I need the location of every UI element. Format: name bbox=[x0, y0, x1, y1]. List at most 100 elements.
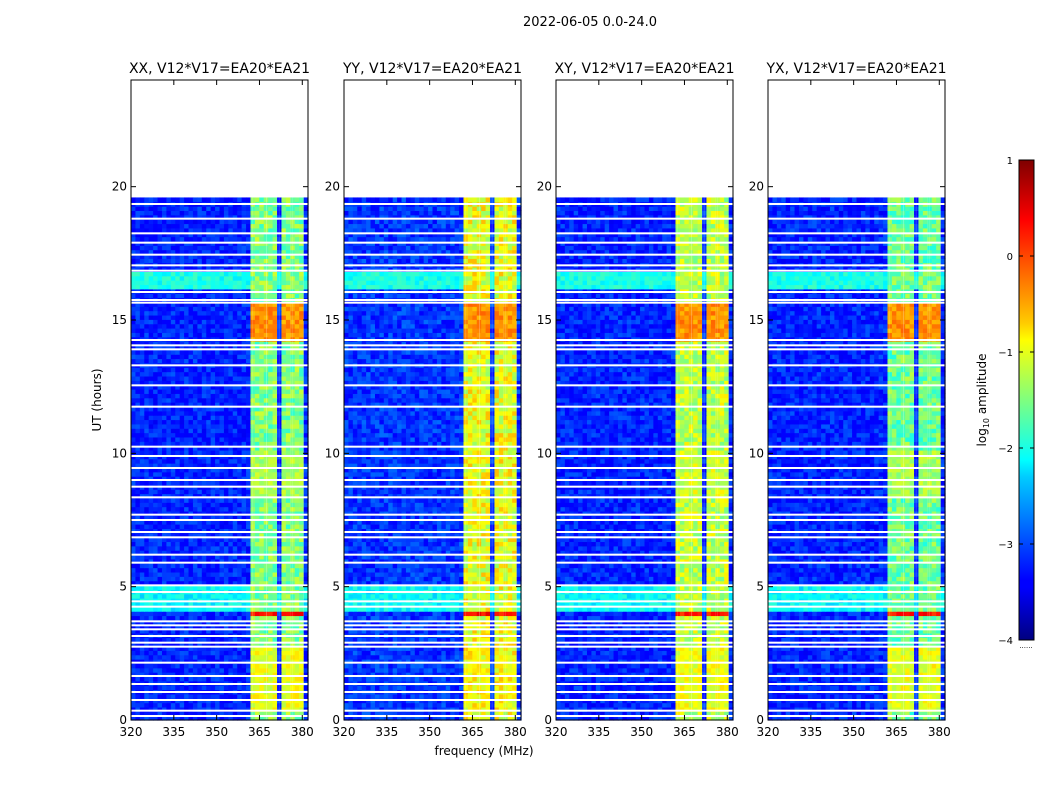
heatmap-cell bbox=[175, 280, 180, 285]
heatmap-cell bbox=[228, 437, 233, 442]
heatmap-cell bbox=[206, 428, 211, 433]
heatmap-cell bbox=[211, 372, 216, 377]
heatmap-cell bbox=[220, 480, 225, 485]
heatmap-cell bbox=[166, 258, 171, 263]
heatmap-cell bbox=[281, 507, 286, 512]
heatmap-cell bbox=[215, 694, 220, 699]
heatmap-cell bbox=[259, 319, 264, 324]
heatmap-cell bbox=[259, 197, 264, 202]
heatmap-cell bbox=[259, 228, 264, 233]
heatmap-cell bbox=[233, 237, 238, 242]
heatmap-cell bbox=[286, 197, 291, 202]
heatmap-cell bbox=[259, 685, 264, 690]
flagged-gap-line bbox=[131, 364, 308, 366]
heatmap-cell bbox=[149, 358, 154, 363]
heatmap-cell bbox=[193, 419, 198, 424]
heatmap-cell bbox=[171, 459, 176, 464]
heatmap-cell bbox=[180, 306, 185, 311]
heatmap-cell bbox=[228, 541, 233, 546]
heatmap-cell bbox=[144, 419, 149, 424]
heatmap-cell bbox=[237, 524, 242, 529]
heatmap-cell bbox=[299, 703, 304, 708]
heatmap-cell bbox=[250, 206, 255, 211]
heatmap-cell bbox=[184, 415, 189, 420]
heatmap-cell bbox=[259, 219, 264, 224]
heatmap-cell bbox=[211, 546, 216, 551]
heatmap-cell bbox=[149, 433, 154, 438]
heatmap-cell bbox=[180, 284, 185, 289]
flagged-gap-line bbox=[131, 562, 308, 564]
heatmap-cell bbox=[255, 206, 260, 211]
heatmap-cell bbox=[180, 271, 185, 276]
heatmap-cell bbox=[158, 358, 163, 363]
heatmap-cell bbox=[264, 332, 269, 337]
heatmap-cell bbox=[220, 280, 225, 285]
heatmap-cell bbox=[202, 703, 207, 708]
heatmap-cell bbox=[149, 480, 154, 485]
heatmap-cell bbox=[220, 223, 225, 228]
heatmap-cell bbox=[259, 332, 264, 337]
heatmap-cell bbox=[162, 611, 167, 616]
heatmap-cell bbox=[273, 398, 278, 403]
heatmap-cell bbox=[273, 489, 278, 494]
heatmap-cell bbox=[144, 676, 149, 681]
heatmap-cell bbox=[211, 358, 216, 363]
heatmap-cell bbox=[135, 210, 140, 215]
heatmap-cell bbox=[153, 437, 158, 442]
heatmap-cell bbox=[149, 206, 154, 211]
heatmap-cell bbox=[135, 398, 140, 403]
heatmap-cell bbox=[211, 393, 216, 398]
heatmap-cell bbox=[264, 541, 269, 546]
heatmap-cell bbox=[175, 389, 180, 394]
heatmap-cell bbox=[158, 219, 163, 224]
heatmap-cell bbox=[250, 424, 255, 429]
heatmap-cell bbox=[233, 572, 238, 577]
heatmap-cell bbox=[144, 694, 149, 699]
heatmap-cell bbox=[220, 306, 225, 311]
heatmap-cell bbox=[162, 223, 167, 228]
heatmap-cell bbox=[193, 428, 198, 433]
heatmap-cell bbox=[224, 572, 229, 577]
heatmap-cell bbox=[184, 372, 189, 377]
heatmap-cell bbox=[158, 611, 163, 616]
heatmap-cell bbox=[131, 411, 136, 416]
heatmap-cell bbox=[149, 237, 154, 242]
heatmap-cell bbox=[153, 489, 158, 494]
heatmap-cell bbox=[193, 367, 198, 372]
heatmap-cell bbox=[281, 280, 286, 285]
heatmap-cell bbox=[295, 615, 300, 620]
heatmap-cell bbox=[211, 507, 216, 512]
heatmap-cell bbox=[135, 389, 140, 394]
heatmap-cell bbox=[286, 376, 291, 381]
heatmap-cell bbox=[206, 415, 211, 420]
heatmap-cell bbox=[286, 350, 291, 355]
heatmap-cell bbox=[171, 437, 176, 442]
heatmap-cell bbox=[149, 280, 154, 285]
heatmap-cell bbox=[180, 197, 185, 202]
heatmap-cell bbox=[184, 332, 189, 337]
heatmap-cell bbox=[233, 376, 238, 381]
heatmap-cell bbox=[242, 271, 247, 276]
heatmap-cell bbox=[220, 319, 225, 324]
heatmap-cell bbox=[237, 411, 242, 416]
heatmap-cell bbox=[264, 424, 269, 429]
heatmap-cell bbox=[171, 594, 176, 599]
heatmap-cell bbox=[175, 568, 180, 573]
flagged-gap-line bbox=[131, 203, 308, 205]
heatmap-cell bbox=[259, 676, 264, 681]
heatmap-cell bbox=[189, 223, 194, 228]
heatmap-cell bbox=[197, 524, 202, 529]
flagged-gap-line bbox=[131, 683, 308, 685]
heatmap-cell bbox=[135, 245, 140, 250]
heatmap-cell bbox=[144, 328, 149, 333]
heatmap-cell bbox=[162, 437, 167, 442]
heatmap-cell bbox=[233, 223, 238, 228]
heatmap-cell bbox=[250, 284, 255, 289]
heatmap-cell bbox=[153, 350, 158, 355]
heatmap-cell bbox=[189, 319, 194, 324]
heatmap-cell bbox=[295, 546, 300, 551]
heatmap-cell bbox=[237, 315, 242, 320]
heatmap-cell bbox=[189, 507, 194, 512]
heatmap-cell bbox=[189, 685, 194, 690]
